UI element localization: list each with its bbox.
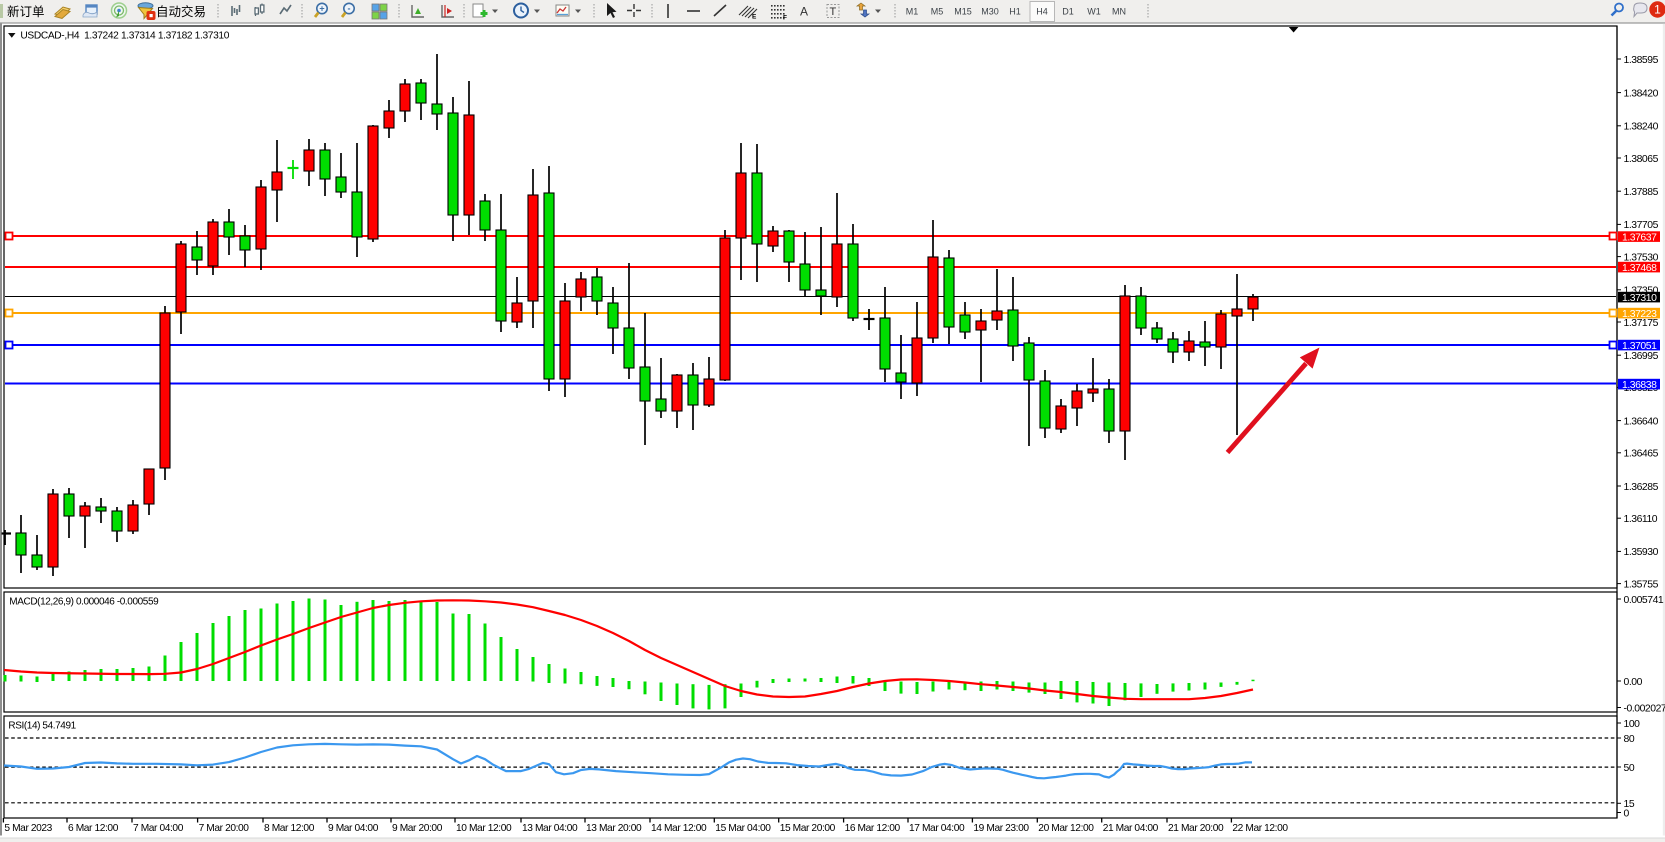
svg-text:1.36640: 1.36640 xyxy=(1624,416,1659,427)
svg-text:1.37637: 1.37637 xyxy=(1622,232,1657,243)
svg-text:M30: M30 xyxy=(981,7,999,17)
svg-text:1: 1 xyxy=(1654,3,1661,17)
svg-text:RSI(14) 54.7491: RSI(14) 54.7491 xyxy=(8,721,76,732)
svg-text:新订单: 新订单 xyxy=(7,4,45,19)
svg-text:100: 100 xyxy=(1624,719,1641,730)
svg-text:0.005741: 0.005741 xyxy=(1624,595,1664,606)
svg-text:1.37223: 1.37223 xyxy=(1622,309,1657,320)
svg-text:8 Mar 12:00: 8 Mar 12:00 xyxy=(264,823,315,834)
svg-text:1.38595: 1.38595 xyxy=(1624,55,1659,66)
svg-text:T: T xyxy=(830,6,837,18)
svg-text:1.37468: 1.37468 xyxy=(1622,263,1657,274)
svg-text:1.37175: 1.37175 xyxy=(1624,318,1659,329)
svg-text:W1: W1 xyxy=(1087,7,1101,17)
svg-text:1.35755: 1.35755 xyxy=(1624,579,1659,590)
svg-text:6 Mar 12:00: 6 Mar 12:00 xyxy=(68,823,119,834)
svg-text:1.36285: 1.36285 xyxy=(1624,482,1659,493)
svg-text:D1: D1 xyxy=(1062,7,1074,17)
svg-text:10 Mar 12:00: 10 Mar 12:00 xyxy=(456,823,512,834)
svg-text:0: 0 xyxy=(1624,808,1630,819)
svg-text:7 Mar 04:00: 7 Mar 04:00 xyxy=(133,823,184,834)
svg-text:A: A xyxy=(800,5,808,19)
svg-text:1.35930: 1.35930 xyxy=(1624,547,1659,558)
svg-text:17 Mar 04:00: 17 Mar 04:00 xyxy=(909,823,965,834)
svg-text:M1: M1 xyxy=(906,7,919,17)
svg-text:21 Mar 04:00: 21 Mar 04:00 xyxy=(1103,823,1159,834)
svg-text:0.00: 0.00 xyxy=(1624,677,1643,688)
svg-text:15: 15 xyxy=(1624,799,1635,810)
svg-text:1.37051: 1.37051 xyxy=(1622,341,1657,352)
svg-text:1.37705: 1.37705 xyxy=(1624,220,1659,231)
svg-text:22 Mar 12:00: 22 Mar 12:00 xyxy=(1232,823,1288,834)
svg-text:M5: M5 xyxy=(931,7,944,17)
svg-text:9 Mar 20:00: 9 Mar 20:00 xyxy=(392,823,443,834)
svg-text:9 Mar 04:00: 9 Mar 04:00 xyxy=(328,823,379,834)
svg-text:MN: MN xyxy=(1112,7,1126,17)
svg-text:19 Mar 23:00: 19 Mar 23:00 xyxy=(973,823,1029,834)
svg-text:21 Mar 20:00: 21 Mar 20:00 xyxy=(1168,823,1224,834)
svg-text:自动交易: 自动交易 xyxy=(156,4,206,19)
svg-text:13 Mar 04:00: 13 Mar 04:00 xyxy=(522,823,578,834)
svg-text:1.38065: 1.38065 xyxy=(1624,154,1659,165)
svg-text:15 Mar 20:00: 15 Mar 20:00 xyxy=(780,823,836,834)
svg-text:H4: H4 xyxy=(1036,7,1048,17)
svg-text:1.37310: 1.37310 xyxy=(1622,293,1657,304)
svg-text:M15: M15 xyxy=(954,7,972,17)
svg-text:1.37350: 1.37350 xyxy=(1624,286,1659,297)
svg-text:16 Mar 12:00: 16 Mar 12:00 xyxy=(845,823,901,834)
svg-text:5 Mar 2023: 5 Mar 2023 xyxy=(4,823,52,834)
svg-text:1.38240: 1.38240 xyxy=(1624,122,1659,133)
svg-text:1.36995: 1.36995 xyxy=(1624,351,1659,362)
svg-text:13 Mar 20:00: 13 Mar 20:00 xyxy=(586,823,642,834)
svg-text:1.37885: 1.37885 xyxy=(1624,187,1659,198)
svg-text:15 Mar 04:00: 15 Mar 04:00 xyxy=(715,823,771,834)
svg-text:1.38420: 1.38420 xyxy=(1624,88,1659,99)
svg-text:H1: H1 xyxy=(1009,7,1021,17)
svg-text:+: + xyxy=(319,4,324,14)
svg-text:50: 50 xyxy=(1624,763,1635,774)
svg-text:E: E xyxy=(752,14,757,21)
svg-text:-0.002027: -0.002027 xyxy=(1624,703,1665,714)
svg-text:7 Mar 20:00: 7 Mar 20:00 xyxy=(199,823,250,834)
svg-text:14 Mar 12:00: 14 Mar 12:00 xyxy=(651,823,707,834)
svg-text:-: - xyxy=(348,4,351,14)
svg-text:1.36110: 1.36110 xyxy=(1624,514,1658,525)
svg-text:1.36465: 1.36465 xyxy=(1624,449,1659,460)
svg-text:1.37530: 1.37530 xyxy=(1624,252,1659,263)
svg-text:MACD(12,26,9) 0.000046 -0.0005: MACD(12,26,9) 0.000046 -0.000559 xyxy=(9,597,159,608)
svg-text:F: F xyxy=(783,15,787,22)
svg-text:20 Mar 12:00: 20 Mar 12:00 xyxy=(1038,823,1094,834)
svg-text:1.36838: 1.36838 xyxy=(1622,380,1657,391)
svg-text:80: 80 xyxy=(1624,734,1635,745)
svg-text:USDCAD-,H4 1.37242 1.37314 1.: USDCAD-,H4 1.37242 1.37314 1.37182 1.373… xyxy=(20,30,229,41)
